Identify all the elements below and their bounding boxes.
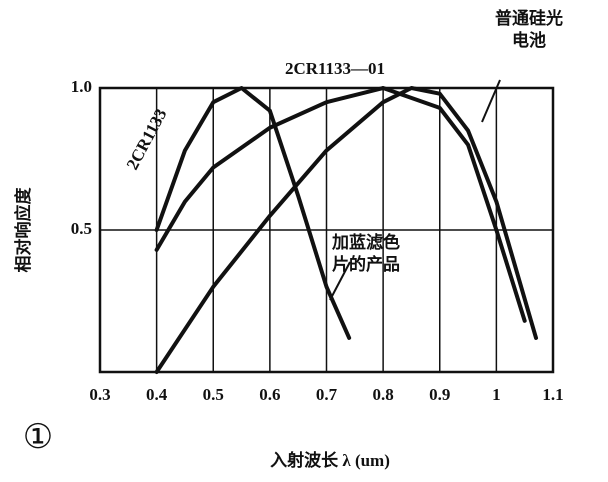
x-tick-label: 0.5 [203, 385, 224, 404]
series-line [154, 86, 352, 340]
curve-label: 2CR1133—01 [285, 59, 385, 78]
x-tick-label: 1.1 [542, 385, 563, 404]
x-axis-label: 入射波长 λ (um) [270, 450, 390, 470]
x-tick-label: 0.4 [146, 385, 168, 404]
x-tick-label: 0.8 [373, 385, 394, 404]
y-tick-label: 0.5 [71, 219, 92, 238]
x-tick-label: 1 [492, 385, 501, 404]
y-axis-label: 相对响应度 [13, 187, 33, 273]
pointer-line [329, 261, 351, 301]
x-tick-label: 0.9 [429, 385, 450, 404]
x-tick-label: 0.3 [89, 385, 110, 404]
series-line [154, 86, 539, 374]
curve-label: 2CR1133 [123, 106, 171, 173]
curve-label: 加蓝滤色片的产品 [332, 233, 400, 275]
pointer-line [481, 79, 501, 123]
x-tick-label: 0.6 [259, 385, 280, 404]
y-tick-label: 1.0 [71, 77, 92, 96]
x-tick-label: 0.7 [316, 385, 338, 404]
curve-label: 普通硅光电池 [495, 9, 563, 51]
series-line [154, 86, 527, 323]
panel-label: ① [23, 419, 53, 456]
